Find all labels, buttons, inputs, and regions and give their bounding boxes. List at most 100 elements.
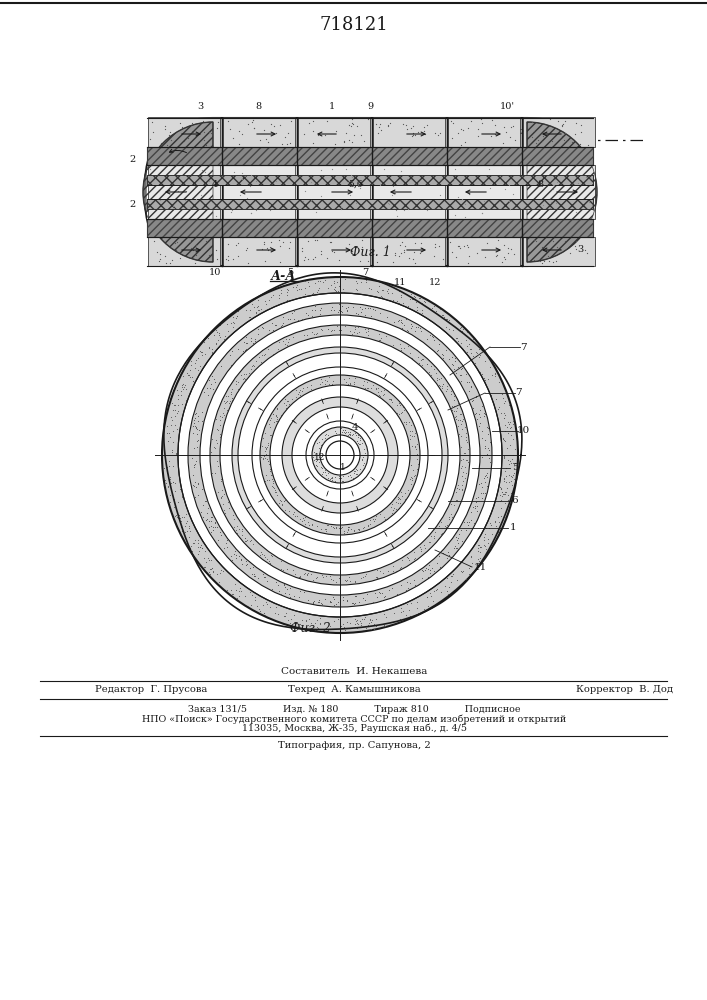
Point <box>211 322 222 338</box>
Point <box>282 125 293 141</box>
Point <box>326 299 337 315</box>
Point <box>337 298 348 314</box>
Point <box>329 282 341 298</box>
Point <box>167 395 178 411</box>
Point <box>302 565 313 581</box>
Point <box>473 537 484 553</box>
Point <box>447 509 458 525</box>
Point <box>271 487 282 503</box>
Point <box>215 408 226 424</box>
Point <box>481 235 493 251</box>
Point <box>240 242 252 258</box>
Point <box>214 327 225 343</box>
Point <box>386 580 397 596</box>
Point <box>278 493 289 509</box>
Point <box>317 274 329 290</box>
Point <box>451 480 462 496</box>
Point <box>276 285 287 301</box>
Point <box>286 305 298 321</box>
Point <box>371 569 382 585</box>
Point <box>503 467 515 483</box>
Point <box>327 373 339 389</box>
Point <box>268 480 279 496</box>
Point <box>297 380 308 396</box>
Point <box>399 491 410 507</box>
Point <box>506 241 517 257</box>
Point <box>340 125 351 141</box>
Point <box>295 569 306 585</box>
Point <box>329 322 340 338</box>
Point <box>275 561 286 577</box>
Point <box>385 392 397 408</box>
Point <box>189 535 200 551</box>
Point <box>341 302 353 318</box>
Bar <box>373 117 445 147</box>
Point <box>216 488 228 504</box>
Point <box>264 239 276 255</box>
Point <box>310 457 322 473</box>
Point <box>337 589 349 605</box>
Point <box>452 125 463 141</box>
Point <box>338 523 349 539</box>
Point <box>327 469 338 485</box>
Point <box>269 414 280 430</box>
Point <box>285 311 296 327</box>
Point <box>447 398 458 414</box>
Point <box>499 509 510 525</box>
Point <box>334 470 345 486</box>
Point <box>501 468 512 484</box>
Point <box>333 468 344 484</box>
Point <box>305 566 317 582</box>
Point <box>227 390 238 406</box>
Point <box>240 329 252 345</box>
Point <box>377 387 388 403</box>
Point <box>270 599 281 615</box>
Point <box>426 588 437 604</box>
Text: 2: 2 <box>130 155 136 164</box>
Point <box>409 577 421 593</box>
Point <box>153 183 165 199</box>
Point <box>382 285 394 301</box>
Point <box>310 302 321 318</box>
Point <box>163 433 174 449</box>
Text: 1: 1 <box>340 463 346 472</box>
Point <box>312 451 324 467</box>
Point <box>498 450 510 466</box>
Point <box>281 281 293 297</box>
Point <box>190 420 201 436</box>
Point <box>406 320 417 336</box>
Point <box>213 574 224 590</box>
Point <box>303 233 314 249</box>
Point <box>431 303 442 319</box>
Point <box>398 317 409 333</box>
Point <box>481 469 493 485</box>
Point <box>480 526 491 542</box>
Bar <box>148 237 220 266</box>
Point <box>389 185 400 201</box>
Point <box>480 541 491 557</box>
Point <box>403 581 414 597</box>
Point <box>293 569 304 585</box>
Point <box>179 524 190 540</box>
Point <box>162 137 173 153</box>
Point <box>440 319 452 335</box>
Point <box>276 317 287 333</box>
Point <box>299 126 310 142</box>
Point <box>257 438 268 454</box>
Point <box>344 370 355 386</box>
Point <box>169 235 180 251</box>
Point <box>416 240 427 256</box>
Point <box>187 115 198 131</box>
Point <box>422 561 433 577</box>
Point <box>335 375 346 391</box>
Point <box>231 590 243 606</box>
Point <box>504 414 515 430</box>
Point <box>265 547 276 563</box>
Point <box>466 379 477 395</box>
Point <box>350 427 361 443</box>
Point <box>245 584 256 600</box>
Point <box>274 334 285 350</box>
Point <box>372 380 383 396</box>
Point <box>191 479 202 495</box>
Point <box>361 374 373 390</box>
